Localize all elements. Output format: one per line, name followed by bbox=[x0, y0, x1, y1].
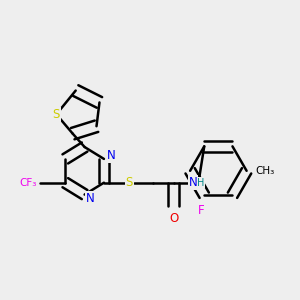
Text: S: S bbox=[53, 108, 60, 121]
Text: F: F bbox=[198, 204, 205, 217]
Text: N: N bbox=[189, 176, 197, 189]
Text: O: O bbox=[169, 212, 178, 225]
Text: H: H bbox=[197, 178, 204, 188]
Text: N: N bbox=[107, 149, 116, 162]
Text: CH₃: CH₃ bbox=[255, 166, 274, 176]
Text: CF₃: CF₃ bbox=[20, 178, 37, 188]
Text: N: N bbox=[86, 192, 95, 205]
Text: S: S bbox=[125, 176, 133, 189]
